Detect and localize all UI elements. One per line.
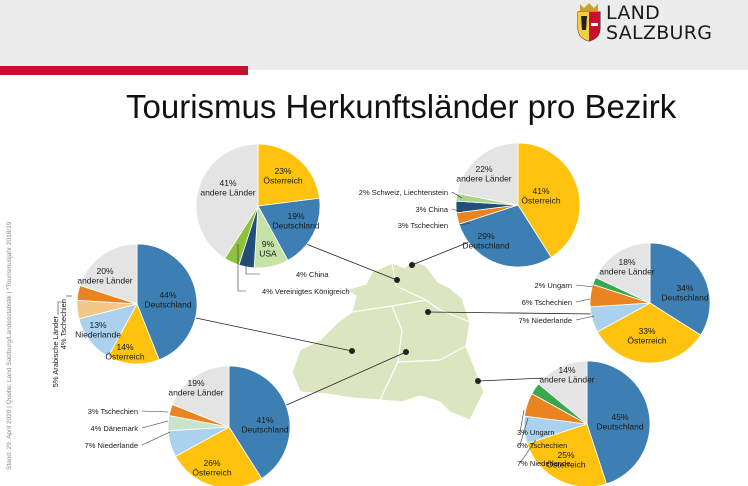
label-leader — [459, 222, 471, 226]
data-label: 7% Niederlande — [517, 459, 570, 468]
data-label: 41% Österreich — [521, 186, 560, 206]
data-label: 44% Deutschland — [144, 290, 192, 310]
leader-lines — [195, 239, 597, 409]
label-leader — [237, 244, 246, 292]
data-label: 19% andere Länder — [168, 378, 223, 398]
district-connector — [427, 311, 597, 315]
data-label: 26% Österreich — [192, 458, 231, 478]
pie-slice — [458, 204, 552, 268]
district-connector — [279, 351, 407, 409]
data-label: 3% Tschechien — [88, 407, 138, 416]
data-label: 3% Ungarn — [517, 428, 555, 437]
brand-line-2: SALZBURG — [606, 22, 713, 44]
data-label: 2% Ungarn — [534, 281, 572, 290]
label-leader — [575, 284, 595, 288]
district-marker — [409, 262, 415, 268]
data-label: 3% Tschechien — [398, 221, 448, 230]
label-leader — [575, 315, 595, 321]
pie-slice — [171, 365, 230, 428]
label-leader — [519, 439, 537, 464]
header-band — [0, 0, 748, 70]
pie-slice — [257, 143, 320, 207]
land-salzburg-logo: LAND SALZBURG — [576, 2, 726, 48]
data-label: 6% Tschechien — [522, 298, 572, 307]
pie-chart-5: 41% Deutschland 26% Österreich 7% Niederland… — [85, 365, 291, 486]
label-leader — [245, 252, 260, 275]
data-label: 3% China — [415, 205, 448, 214]
coat-of-arms-icon — [577, 3, 601, 42]
label-leader — [451, 208, 463, 213]
data-label: 4% Vereinigtes Königreich — [262, 287, 350, 296]
data-label: 4% China — [296, 270, 329, 279]
pie-slice — [195, 143, 259, 259]
data-label: 41% andere Länder — [200, 178, 255, 198]
data-label: 45% Deutschland — [596, 412, 644, 432]
brand-line-1: LAND — [606, 2, 661, 24]
pie-slice — [175, 426, 263, 486]
district-marker — [349, 348, 355, 354]
data-label: 13% Niederlande — [75, 320, 121, 340]
data-label: 41% Deutschland — [241, 415, 289, 435]
pie-slice — [537, 360, 588, 425]
pie-slice — [79, 243, 138, 305]
pie-slice — [595, 242, 651, 304]
data-label: 33% Österreich — [627, 326, 666, 346]
pie-chart-2: 41% Österreich 29% Deutschland 3% Tschechien… — [359, 142, 581, 268]
district-marker — [403, 349, 409, 355]
district-connector — [195, 317, 353, 352]
data-label: 23% Österreich — [263, 166, 302, 186]
data-label: 9% USA — [259, 239, 277, 259]
data-label: 2% Schweiz, Liechtenstein — [359, 188, 448, 197]
pie-slice — [107, 303, 160, 365]
data-label: 29% Deutschland — [462, 231, 510, 251]
data-label: 25% Österreich — [546, 450, 585, 470]
district-marker — [394, 277, 400, 283]
label-leader — [519, 409, 525, 433]
district-marker — [475, 378, 481, 384]
label-leader — [57, 301, 66, 315]
pie-slice — [456, 142, 519, 206]
pie-slice — [257, 197, 321, 261]
data-label: 14% Österreich — [105, 342, 144, 362]
data-label: 22% andere Länder — [456, 164, 511, 184]
label-leader — [519, 417, 529, 446]
page-title: Tourismus Herkunftsländer pro Bezirk — [126, 88, 677, 125]
data-label: 14% andere Länder — [539, 365, 594, 385]
district-connector — [477, 377, 546, 382]
district-connector — [295, 239, 398, 281]
district-connector — [411, 241, 470, 266]
data-label: 5% Arabische Länder — [51, 316, 60, 388]
data-label: 20% andere Länder — [77, 266, 132, 286]
district-marker — [425, 309, 431, 315]
data-label: 7% Niederlande — [85, 441, 138, 450]
pie-slice — [136, 243, 198, 361]
data-label: 19% Deutschland — [272, 211, 320, 231]
data-label: 4% Tschechien — [59, 299, 68, 349]
data-label: 18% andere Länder — [599, 257, 654, 277]
data-label: 34% Deutschland — [661, 283, 709, 303]
data-label: 4% Dänemark — [90, 424, 138, 433]
data-label: 7% Niederlande — [519, 316, 572, 325]
data-label: 6% Tschechien — [517, 441, 567, 450]
red-accent-bar — [0, 66, 248, 75]
salzburg-map — [291, 259, 485, 421]
map-region — [291, 259, 485, 421]
label-leader — [141, 420, 169, 429]
label-leader — [575, 298, 591, 303]
label-leader — [141, 410, 169, 413]
pie-chart-4: 34% Deutschland 33% Österreich 7% Niederland… — [519, 242, 711, 364]
pie-chart-1: 23% Österreich 19% Deutschland 9% USA 4% China… — [195, 143, 350, 296]
pie-slice — [586, 360, 651, 485]
label-leader — [451, 191, 463, 199]
label-leader — [141, 431, 171, 446]
